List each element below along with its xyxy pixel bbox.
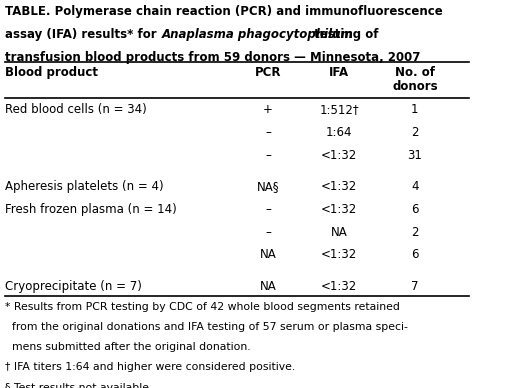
Text: <1:32: <1:32 [321, 280, 357, 293]
Text: Blood product: Blood product [5, 66, 98, 79]
Text: <1:32: <1:32 [321, 149, 357, 162]
Text: <1:32: <1:32 [321, 203, 357, 216]
Text: 1: 1 [411, 103, 418, 116]
Text: NA: NA [331, 225, 347, 239]
Text: <1:32: <1:32 [321, 248, 357, 262]
Text: Red blood cells (n = 34): Red blood cells (n = 34) [5, 103, 147, 116]
Text: TABLE. Polymerase chain reaction (PCR) and immunofluorescence: TABLE. Polymerase chain reaction (PCR) a… [5, 5, 443, 18]
Text: 31: 31 [408, 149, 422, 162]
Text: Fresh frozen plasma (n = 14): Fresh frozen plasma (n = 14) [5, 203, 176, 216]
Text: NA: NA [260, 280, 276, 293]
Text: No. of: No. of [395, 66, 435, 79]
Text: –: – [265, 203, 271, 216]
Text: donors: donors [392, 80, 438, 94]
Text: NA§: NA§ [256, 180, 279, 193]
Text: from the original donations and IFA testing of 57 serum or plasma speci-: from the original donations and IFA test… [5, 322, 408, 332]
Text: –: – [265, 126, 271, 139]
Text: assay (IFA) results* for: assay (IFA) results* for [5, 28, 160, 41]
Text: –: – [265, 149, 271, 162]
Text: Apheresis platelets (n = 4): Apheresis platelets (n = 4) [5, 180, 164, 193]
Text: IFA: IFA [329, 66, 349, 79]
Text: 4: 4 [411, 180, 418, 193]
Text: mens submitted after the original donation.: mens submitted after the original donati… [5, 342, 250, 352]
Text: –: – [265, 225, 271, 239]
Text: 6: 6 [411, 248, 418, 262]
Text: 2: 2 [411, 126, 418, 139]
Text: transfusion blood products from 59 donors — Minnesota, 2007: transfusion blood products from 59 donor… [5, 50, 420, 64]
Text: 6: 6 [411, 203, 418, 216]
Text: PCR: PCR [254, 66, 281, 79]
Text: NA: NA [260, 248, 276, 262]
Text: Cryoprecipitate (n = 7): Cryoprecipitate (n = 7) [5, 280, 141, 293]
Text: § Test results not available.: § Test results not available. [5, 382, 152, 388]
Text: 1:64: 1:64 [326, 126, 352, 139]
Text: +: + [263, 103, 273, 116]
Text: Anaplasma phagocytophilum: Anaplasma phagocytophilum [162, 28, 354, 41]
Text: 7: 7 [411, 280, 418, 293]
Text: <1:32: <1:32 [321, 180, 357, 193]
Text: 1:512†: 1:512† [319, 103, 359, 116]
Text: † IFA titers 1:64 and higher were considered positive.: † IFA titers 1:64 and higher were consid… [5, 362, 295, 372]
Text: testing of: testing of [310, 28, 379, 41]
Text: 2: 2 [411, 225, 418, 239]
Text: * Results from PCR testing by CDC of 42 whole blood segments retained: * Results from PCR testing by CDC of 42 … [5, 302, 399, 312]
